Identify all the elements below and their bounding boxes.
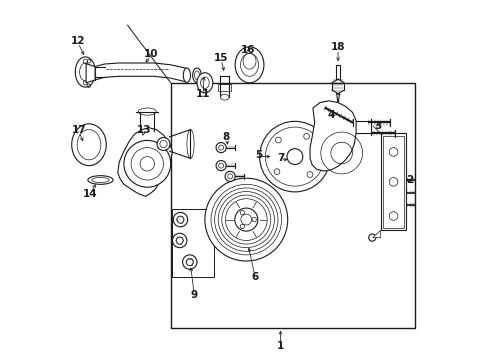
Polygon shape: [372, 230, 380, 238]
Bar: [380, 133, 406, 230]
Circle shape: [234, 208, 257, 231]
Ellipse shape: [183, 68, 190, 82]
Text: 4: 4: [326, 110, 334, 120]
Text: 5: 5: [255, 150, 262, 160]
Circle shape: [216, 143, 225, 153]
Ellipse shape: [192, 68, 201, 82]
Ellipse shape: [220, 94, 228, 100]
Circle shape: [216, 161, 225, 171]
Text: 18: 18: [330, 42, 345, 52]
Text: 9: 9: [190, 290, 197, 300]
Bar: [382, 136, 403, 228]
Text: 3: 3: [373, 121, 381, 131]
Text: 17: 17: [71, 125, 86, 135]
Circle shape: [182, 255, 197, 269]
Circle shape: [172, 233, 186, 248]
Circle shape: [224, 171, 235, 181]
Polygon shape: [86, 64, 95, 83]
Text: 2: 2: [406, 175, 413, 185]
Circle shape: [368, 234, 375, 241]
Text: 15: 15: [213, 53, 228, 63]
Ellipse shape: [75, 57, 95, 87]
Ellipse shape: [235, 47, 264, 83]
Circle shape: [204, 178, 287, 261]
Polygon shape: [118, 128, 172, 196]
Bar: [170, 83, 415, 328]
Text: 14: 14: [83, 189, 98, 199]
Ellipse shape: [197, 73, 212, 93]
Text: 16: 16: [241, 45, 255, 55]
Text: 12: 12: [71, 36, 85, 46]
Circle shape: [123, 140, 170, 187]
Bar: [171, 209, 213, 277]
Text: 6: 6: [251, 272, 258, 282]
Circle shape: [259, 121, 329, 192]
Circle shape: [173, 212, 187, 227]
Circle shape: [157, 138, 170, 150]
Polygon shape: [372, 126, 380, 133]
Text: 8: 8: [223, 132, 230, 142]
Ellipse shape: [72, 124, 106, 166]
Text: 1: 1: [276, 341, 284, 351]
Polygon shape: [309, 101, 355, 171]
Text: 7: 7: [276, 153, 284, 163]
Text: 13: 13: [136, 125, 151, 135]
Ellipse shape: [88, 176, 113, 184]
Text: 11: 11: [196, 89, 210, 99]
Text: 10: 10: [143, 49, 158, 59]
Bar: [218, 84, 231, 91]
